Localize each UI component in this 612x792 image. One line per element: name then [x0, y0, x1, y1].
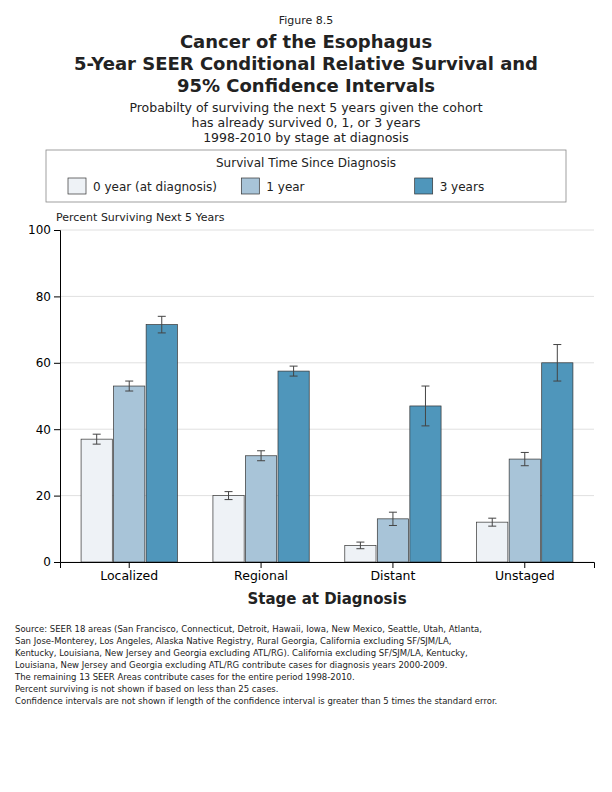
grid-line	[60, 362, 594, 363]
title: Cancer of the Esophagus	[180, 31, 432, 52]
error-bar	[257, 451, 265, 461]
legend: Survival Time Since Diagnosis 0 year (at …	[46, 150, 566, 202]
x-tick: Distant	[370, 562, 415, 583]
footnote-line: Confidence intervals are not shown if le…	[15, 696, 497, 706]
x-tick: Regional	[234, 562, 288, 583]
bar	[410, 406, 441, 562]
y-tick: 20	[36, 489, 60, 503]
error-bar	[225, 492, 233, 500]
legend-swatch	[68, 178, 86, 194]
y-tick-label: 20	[36, 489, 51, 503]
y-axis-title: Percent Surviving Next 5 Years	[56, 211, 225, 224]
y-tick-mark	[54, 363, 60, 364]
error-bar	[290, 366, 298, 376]
x-tick-label: Unstaged	[495, 568, 555, 583]
chart-svg: Figure 8.5 Cancer of the Esophagus5-Year …	[0, 0, 612, 792]
error-bar	[488, 518, 496, 526]
y-tick-mark	[54, 562, 60, 563]
error-bar	[389, 512, 397, 525]
error-bar	[421, 386, 429, 426]
y-tick-label: 80	[36, 290, 51, 304]
legend-title: Survival Time Since Diagnosis	[216, 156, 396, 170]
error-bar	[93, 434, 101, 444]
subtitle: has already survived 0, 1, or 3 years	[191, 115, 420, 130]
x-axis-title: Stage at Diagnosis	[247, 590, 406, 608]
plot-area	[81, 316, 573, 562]
y-tick-label: 100	[28, 223, 51, 237]
bar	[114, 386, 145, 562]
bar	[509, 459, 540, 562]
title: 5-Year SEER Conditional Relative Surviva…	[74, 53, 538, 74]
bar	[81, 439, 112, 562]
bar	[542, 363, 573, 562]
y-tick-mark	[54, 296, 60, 297]
footnote: Source: SEER 18 areas (San Francisco, Co…	[14, 624, 497, 706]
footnote-line: Percent surviving is not shown if based …	[15, 684, 279, 694]
y-tick-mark	[54, 496, 60, 497]
x-tick: Unstaged	[495, 562, 555, 583]
y-tick-label: 60	[36, 356, 51, 370]
title: 95% Confidence Intervals	[177, 75, 435, 96]
legend-swatch	[241, 178, 259, 194]
footnote-line: The remaining 13 SEER Areas contribute c…	[14, 672, 355, 682]
y-axis: 0 20 40 60 80 100	[28, 223, 60, 569]
legend-label: 0 year (at diagnosis)	[93, 180, 217, 194]
legend-frame	[46, 150, 566, 202]
y-tick: 80	[36, 290, 60, 304]
error-bar	[521, 452, 529, 465]
grid	[60, 230, 594, 562]
footnote-line: San Jose-Monterey, Los Angeles, Alaska N…	[15, 636, 451, 646]
error-bar	[158, 316, 166, 333]
legend-label: 1 year	[266, 180, 304, 194]
x-tick: Localized	[100, 562, 158, 583]
y-tick-label: 40	[36, 423, 51, 437]
legend-swatch	[415, 178, 433, 194]
error-bar	[356, 542, 364, 549]
y-tick-mark	[54, 230, 60, 231]
header: Figure 8.5 Cancer of the Esophagus5-Year …	[74, 14, 538, 145]
subtitle: 1998-2010 by stage at diagnosis	[203, 130, 409, 145]
footnote-line: Source: SEER 18 areas (San Francisco, Co…	[15, 624, 482, 634]
x-axis: Localized Regional Distant Unstaged	[61, 562, 595, 583]
bar	[477, 522, 508, 562]
y-tick-label: 0	[43, 555, 51, 569]
grid-line	[60, 230, 594, 231]
y-tick: 0	[43, 555, 60, 569]
y-tick: 60	[36, 356, 60, 370]
y-tick: 40	[36, 423, 60, 437]
y-axis-line	[54, 231, 61, 563]
x-tick-label: Distant	[370, 568, 415, 583]
figure-label: Figure 8.5	[279, 14, 334, 27]
footnote-line: Kentucky, Louisiana, New Jersey and Geor…	[15, 648, 468, 658]
footnote-line: Louisiana, New Jersey and Georgia exclud…	[15, 660, 447, 670]
y-tick-mark	[54, 429, 60, 430]
grid-line	[60, 296, 594, 297]
bar	[278, 371, 309, 562]
x-tick-label: Regional	[234, 568, 288, 583]
bar	[146, 325, 177, 562]
error-bar	[125, 381, 133, 391]
bar	[245, 456, 276, 562]
series	[146, 316, 573, 562]
x-tick-label: Localized	[100, 568, 158, 583]
subtitle: Probabilty of surviving the next 5 years…	[129, 100, 482, 115]
error-bar	[553, 345, 561, 382]
legend-label: 3 years	[440, 180, 484, 194]
bar	[213, 496, 244, 562]
y-tick: 100	[28, 223, 60, 237]
chart-container: Figure 8.5 Cancer of the Esophagus5-Year …	[0, 0, 612, 792]
